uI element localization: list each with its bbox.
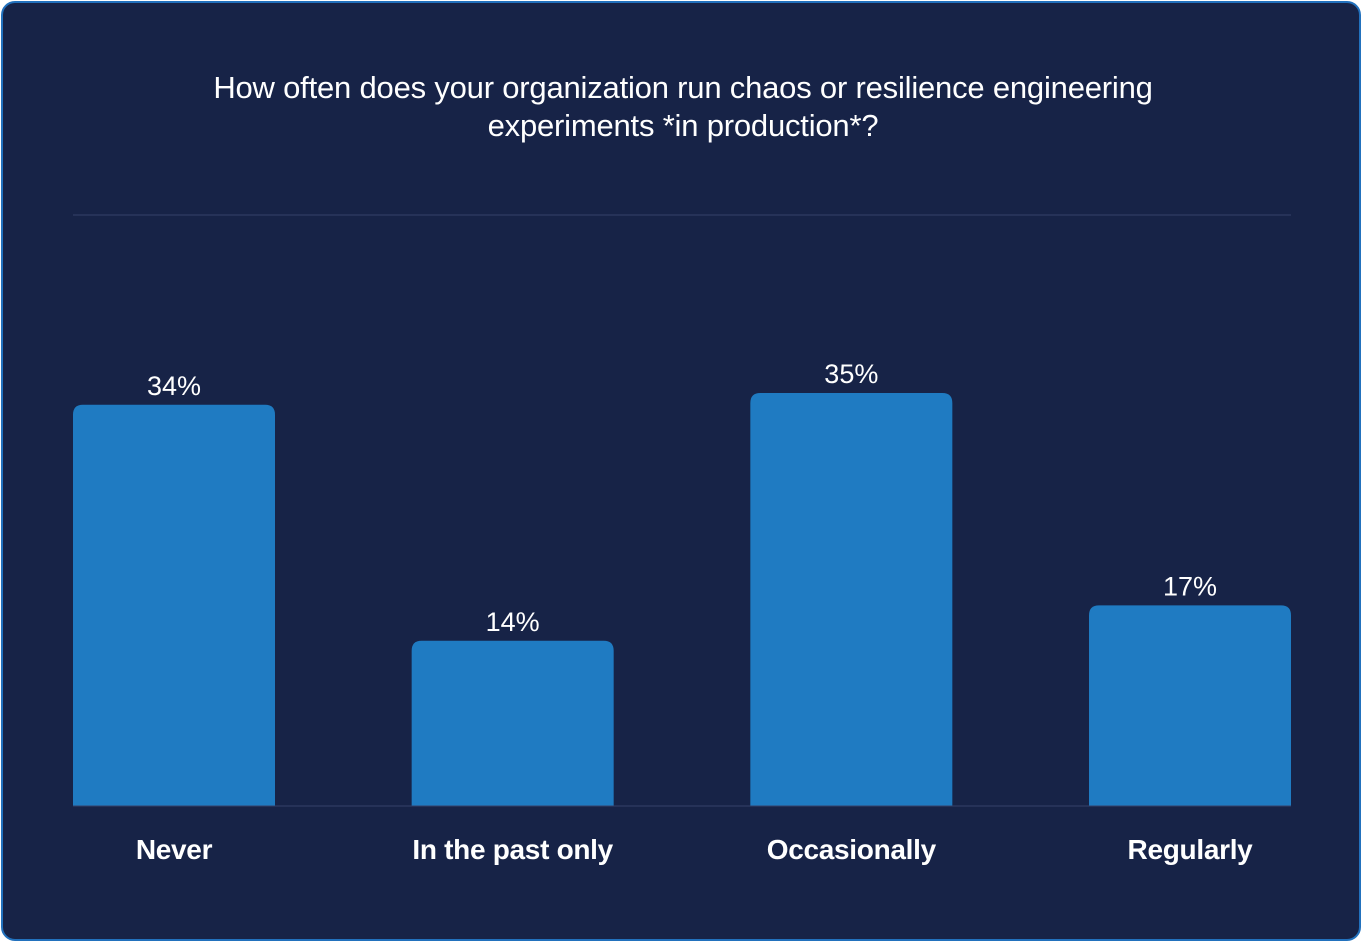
bar-in-the-past-only [411, 640, 614, 806]
value-label: 35% [824, 359, 878, 389]
chart-title: How often does your organization run cha… [213, 70, 1153, 143]
category-label: Never [136, 834, 213, 865]
category-label: Occasionally [767, 834, 937, 865]
bar-never [73, 404, 275, 806]
category-label: In the past only [412, 834, 613, 865]
value-label: 34% [147, 371, 201, 401]
bar-regularly [1089, 605, 1291, 806]
category-label: Regularly [1128, 834, 1254, 865]
value-label: 17% [1163, 571, 1217, 601]
bar-chart: 34% Never 14% In the past only 35% Occasional… [73, 214, 1291, 865]
value-label: 14% [486, 607, 540, 637]
bar-occasionally [750, 393, 953, 806]
